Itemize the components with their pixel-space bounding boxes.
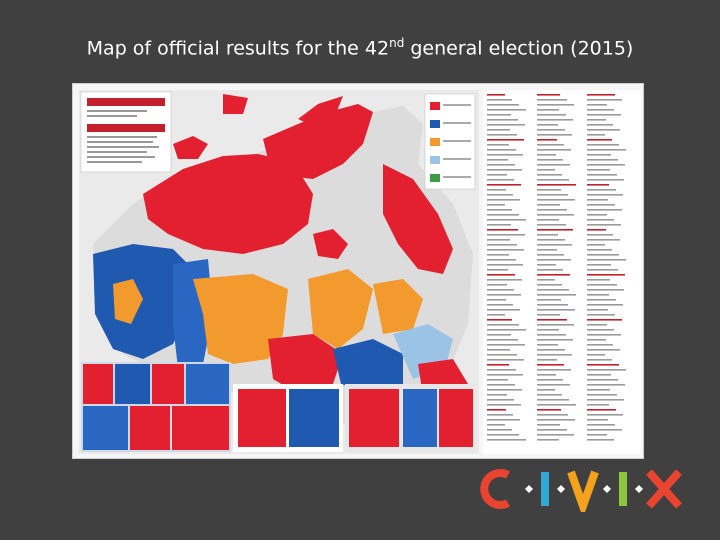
- title-superscript: nd: [389, 36, 405, 50]
- title-rest: general election (2015): [404, 37, 634, 60]
- slide-title: Map of official results for the 42nd gen…: [0, 36, 720, 59]
- logo-separator: [525, 485, 533, 493]
- civix-logo: [480, 469, 682, 512]
- election-map-image: [72, 83, 644, 459]
- logo-letter-v: [567, 470, 599, 512]
- logo-separator: [635, 485, 643, 493]
- logo-letter-x: [646, 469, 682, 509]
- logo-letter-i: [619, 472, 627, 506]
- logo-letter-c: [480, 469, 510, 509]
- logo-letter-i: [541, 472, 549, 506]
- logo-separator: [557, 485, 565, 493]
- election-map-graphic: [73, 84, 643, 458]
- title-main: Map of official results for the 42: [86, 37, 390, 60]
- logo-separator: [603, 485, 611, 493]
